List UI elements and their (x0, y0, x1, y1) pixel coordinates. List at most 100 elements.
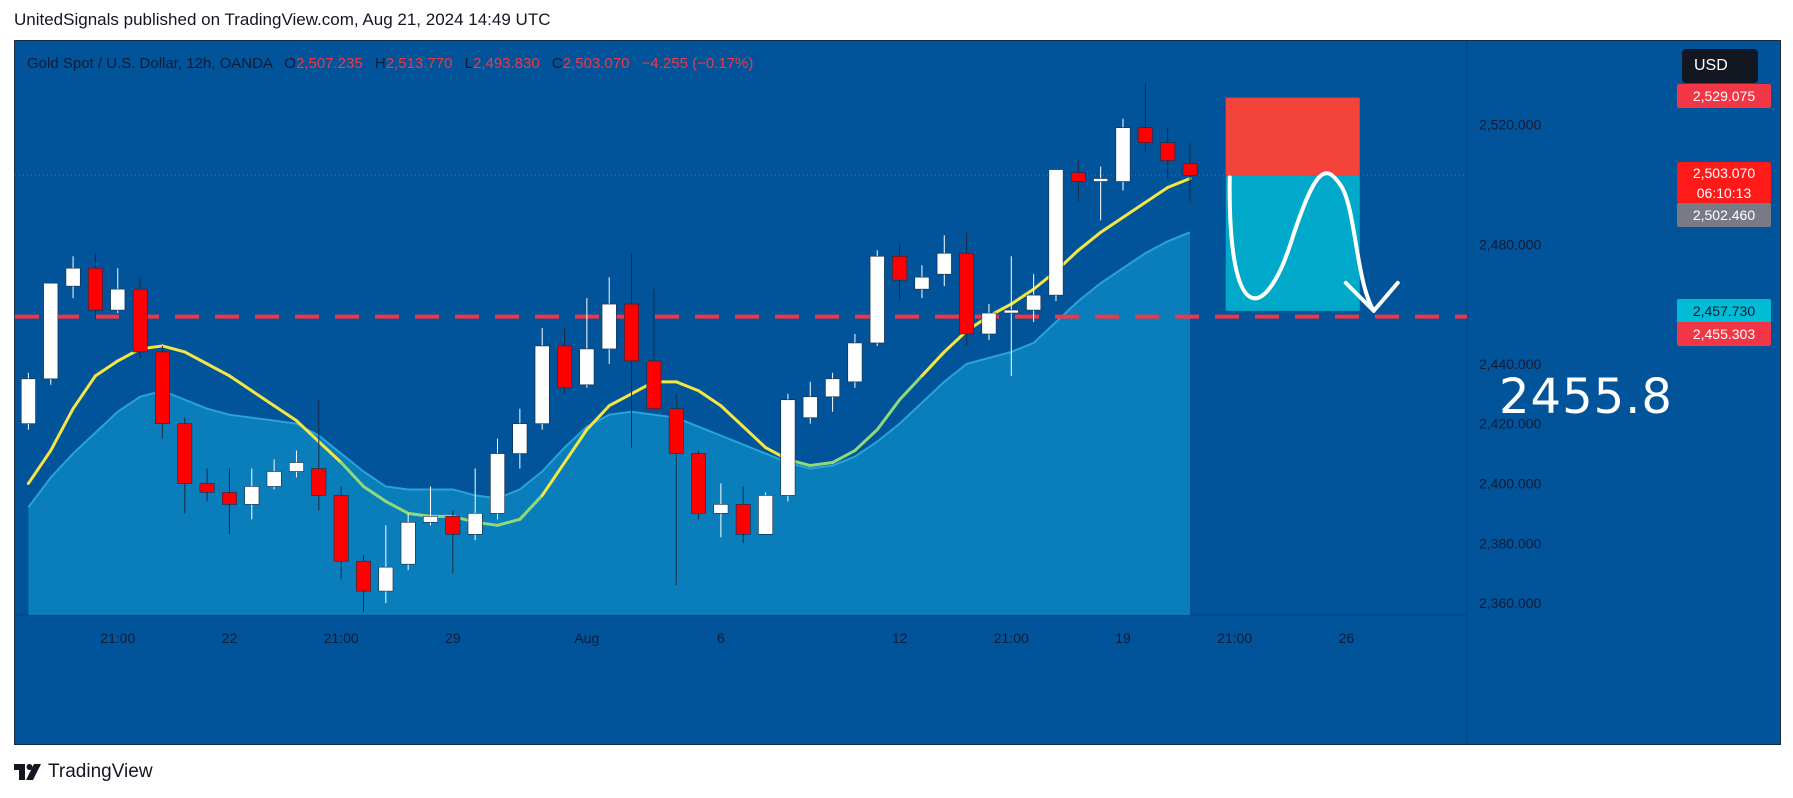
bear-candle (222, 492, 237, 505)
ma-line-segment (205, 362, 231, 378)
last-price-tag: 2,503.070 (1677, 162, 1771, 184)
bull-candle (1003, 309, 1019, 314)
time-tick-label: 22 (222, 630, 238, 646)
ma-line-segment (183, 350, 209, 366)
bear-candle (333, 495, 349, 562)
ma-line-segment (227, 374, 254, 393)
chart-pane[interactable]: 2,360.000 2,380.000 2,400.000 2,420.000 2,44… (14, 40, 1781, 745)
ma-line-segment (853, 428, 879, 453)
bull-candle (825, 378, 841, 398)
ma-line-segment (361, 484, 388, 503)
ma-value-tag: 2,502.460 (1677, 203, 1771, 227)
ma-line-segment (1121, 200, 1147, 219)
price-tick-label: 2,420.000 (1479, 416, 1541, 432)
bull-candle (802, 396, 818, 418)
ma-line-segment (71, 374, 97, 411)
ma-line-segment (1099, 215, 1125, 234)
bear-candle (154, 351, 170, 424)
ma-line-segment (808, 461, 835, 468)
ma-line-segment (607, 392, 634, 408)
close-value: 2,503.070 (562, 55, 630, 72)
ma-line-segment (518, 493, 544, 521)
bear-candle (311, 468, 327, 496)
bull-candle (1048, 169, 1064, 296)
bear-candle (1160, 142, 1176, 161)
ma-line-segment (317, 440, 343, 465)
ma-line-segment (674, 380, 701, 393)
bull-candle (914, 276, 930, 290)
target-annotation: 2455.8 (1499, 369, 1673, 425)
bull-candle (601, 303, 617, 350)
time-tick-label: 12 (892, 630, 908, 646)
bull-candle (266, 471, 282, 487)
ma-line-segment (563, 428, 589, 465)
bull-candle (758, 495, 774, 535)
area-band-fill (28, 232, 1191, 616)
ma-line-segment (875, 398, 902, 432)
ma-line-segment (26, 449, 53, 485)
bull-candle (1093, 178, 1109, 182)
time-tick-label: 21:00 (994, 630, 1029, 646)
ma-line-segment (540, 461, 567, 497)
stop-price-tag: 2,529.075 (1677, 84, 1771, 108)
bear-candle (646, 360, 662, 410)
bull-candle (869, 255, 885, 344)
ma-line-segment (406, 511, 432, 518)
symbol-legend[interactable]: Gold Spot / U.S. Dollar, 12h, OANDA O 2,5… (27, 55, 753, 72)
bull-candle (244, 486, 260, 505)
symbol-name: Gold Spot / U.S. Dollar, 12h, OANDA (27, 55, 273, 72)
ma-line-segment (294, 419, 321, 444)
countdown-tag: 06:10:13 (1677, 183, 1771, 203)
open-label: O (284, 55, 296, 72)
ma-line-segment (49, 407, 75, 453)
bear-candle (624, 303, 639, 362)
bull-candle (981, 312, 997, 335)
time-tick-label: 29 (445, 630, 461, 646)
ma-line-segment (942, 329, 969, 354)
bull-candle (43, 282, 59, 380)
ma-line-segment (741, 425, 768, 450)
tradingview-brand[interactable]: TradingView (14, 758, 153, 786)
ma-line-segment (160, 344, 187, 354)
bull-candle (423, 516, 438, 523)
bear-candle (668, 408, 684, 454)
price-tick-label: 2,480.000 (1479, 236, 1541, 252)
bull-candle (713, 504, 729, 514)
ma-line-segment (384, 499, 410, 515)
tradingview-logo-icon (14, 764, 41, 780)
projection-arrowhead (1343, 280, 1400, 313)
bear-candle (892, 255, 908, 281)
ma-line-segment (697, 389, 723, 408)
bull-candle (579, 348, 595, 386)
time-tick-label: Aug (574, 630, 599, 646)
price-chart[interactable]: 2,360.000 2,380.000 2,400.000 2,420.000 2,44… (15, 41, 1780, 744)
bear-candle (959, 252, 975, 335)
ma-line-segment (1009, 287, 1036, 306)
currency-button[interactable]: USD (1682, 49, 1758, 83)
price-tick-label: 2,440.000 (1479, 356, 1541, 372)
bear-candle (1070, 172, 1086, 182)
bull-candle (1115, 127, 1131, 182)
area-band-line (27, 231, 1191, 508)
bull-candle (289, 462, 304, 472)
bull-candle (1026, 294, 1042, 311)
bull-candle (847, 342, 863, 383)
ma-line-segment (496, 517, 522, 527)
time-tick-label: 21:00 (1217, 630, 1252, 646)
target-price-tag: 2,457.730 (1677, 299, 1771, 323)
bull-candle (780, 399, 796, 496)
tradingview-wordmark: TradingView (48, 761, 153, 782)
bear-candle (199, 483, 215, 493)
ma-line-segment (920, 350, 946, 378)
low-value: 2,493.830 (472, 55, 540, 72)
price-tick-label: 2,360.000 (1479, 595, 1541, 611)
bull-candle (467, 513, 483, 535)
bear-candle (691, 453, 707, 514)
high-value: 2,513.770 (385, 55, 453, 72)
change-value: −4.255 (−0.17%) (641, 55, 754, 72)
time-tick-label: 6 (717, 630, 725, 646)
ma-line-segment (898, 374, 924, 402)
bear-candle (177, 423, 193, 484)
price-axis-background (1467, 41, 1780, 744)
high-label: H (374, 55, 386, 72)
